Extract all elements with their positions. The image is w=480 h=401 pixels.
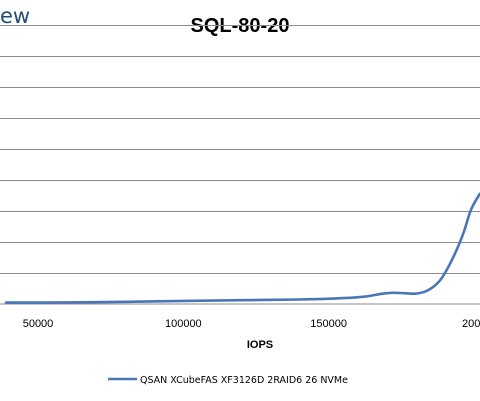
series-line — [4, 192, 480, 304]
x-tick-label: 150000 — [310, 318, 347, 330]
brand-logo-fragment: ew — [0, 4, 30, 28]
x-tick-label: 100000 — [165, 318, 202, 330]
x-tick-label: 50000 — [23, 318, 54, 330]
x-axis-ticks: 50000 100000 150000 200 — [23, 318, 480, 330]
legend: QSAN XCubeFAS XF3126D 2RAID6 26 NVMe — [108, 375, 348, 386]
gridlines — [0, 25, 480, 274]
x-tick-label: 200 — [462, 318, 480, 330]
x-axis-label: IOPS — [247, 339, 273, 351]
legend-label: QSAN XCubeFAS XF3126D 2RAID6 26 NVMe — [140, 375, 348, 386]
